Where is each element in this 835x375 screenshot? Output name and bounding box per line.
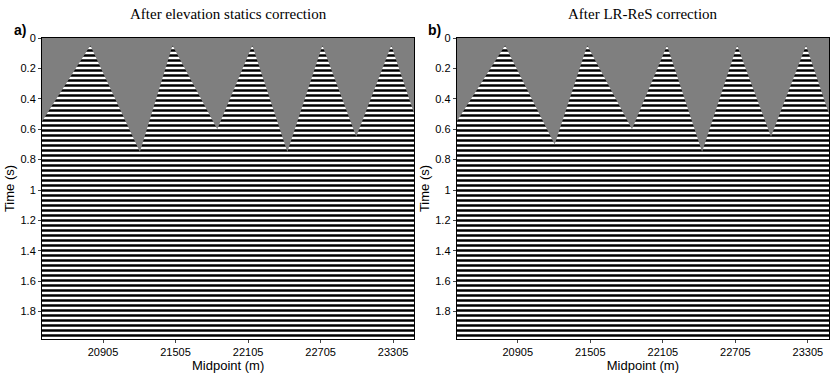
svg-text:After elevation statics correc: After elevation statics correction xyxy=(130,6,327,22)
svg-text:Midpoint (m): Midpoint (m) xyxy=(192,358,264,373)
svg-text:0.2: 0.2 xyxy=(21,62,36,74)
svg-text:1.6: 1.6 xyxy=(21,275,36,287)
svg-text:22705: 22705 xyxy=(305,346,336,358)
svg-text:1.4: 1.4 xyxy=(21,245,36,257)
svg-text:a): a) xyxy=(14,22,26,38)
svg-text:1.2: 1.2 xyxy=(435,214,450,226)
svg-text:Time (s): Time (s) xyxy=(2,165,17,212)
svg-text:0.4: 0.4 xyxy=(21,93,36,105)
svg-text:0.8: 0.8 xyxy=(21,153,36,165)
svg-text:20905: 20905 xyxy=(502,346,533,358)
svg-text:23305: 23305 xyxy=(793,346,824,358)
svg-text:Time (s): Time (s) xyxy=(417,165,432,212)
svg-text:0: 0 xyxy=(444,32,450,44)
svg-text:1.6: 1.6 xyxy=(435,275,450,287)
svg-text:22105: 22105 xyxy=(648,346,679,358)
svg-text:Midpoint (m): Midpoint (m) xyxy=(607,358,679,373)
svg-text:1: 1 xyxy=(444,184,450,196)
svg-text:22705: 22705 xyxy=(720,346,751,358)
svg-text:0.6: 0.6 xyxy=(21,123,36,135)
svg-text:1.8: 1.8 xyxy=(21,305,36,317)
svg-text:1.4: 1.4 xyxy=(435,245,450,257)
svg-text:23305: 23305 xyxy=(378,346,409,358)
svg-text:0: 0 xyxy=(30,32,36,44)
svg-text:b): b) xyxy=(428,22,441,38)
svg-text:0.6: 0.6 xyxy=(435,123,450,135)
svg-text:1.2: 1.2 xyxy=(21,214,36,226)
svg-text:20905: 20905 xyxy=(88,346,119,358)
svg-text:21505: 21505 xyxy=(575,346,606,358)
svg-text:1: 1 xyxy=(30,184,36,196)
svg-text:0.4: 0.4 xyxy=(435,93,450,105)
svg-text:0.2: 0.2 xyxy=(435,62,450,74)
svg-text:22105: 22105 xyxy=(233,346,264,358)
svg-text:1.8: 1.8 xyxy=(435,305,450,317)
svg-text:21505: 21505 xyxy=(160,346,191,358)
svg-text:After LR-ReS correction: After LR-ReS correction xyxy=(568,6,718,22)
svg-text:0.8: 0.8 xyxy=(435,153,450,165)
